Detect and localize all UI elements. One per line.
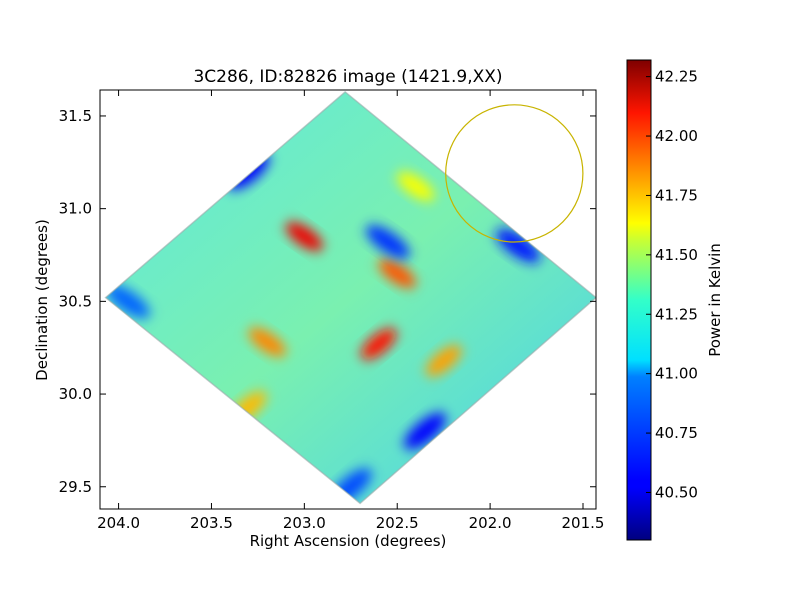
x-tick-label: 201.5 [562,514,605,532]
colorbar-gradient [626,59,652,541]
y-tick-label: 30.0 [59,385,92,403]
colorbar-tick-label: 41.75 [655,186,698,204]
x-tick-label: 203.0 [283,514,326,532]
plot-area: 204.0 203.5 203.0 202.5 202.0 201.5 29.5 30.0 3… [59,89,604,532]
plot-frame [99,89,597,510]
x-tick-label: 203.5 [190,514,233,532]
beam-circle [445,104,584,243]
hot-spot [397,171,435,202]
colorbar: 40.50 40.75 41.00 41.25 41.50 41.75 42.00 42.25… [626,59,724,541]
hot-spot [360,328,397,360]
cold-spot [495,228,541,263]
cold-spot [404,412,447,450]
colorbar-tick-label: 41.00 [655,365,698,383]
y-axis-ticks: 29.5 30.0 30.5 31.0 31.5 [59,107,596,496]
x-tick-label: 202.5 [376,514,419,532]
cold-spot [105,284,150,319]
colorbar-tick-label: 41.25 [655,305,698,323]
x-axis-ticks: 204.0 203.5 203.0 202.5 202.0 201.5 [97,90,604,532]
hot-spot [248,327,286,357]
colorbar-tick-label: 41.50 [655,246,698,264]
y-tick-label: 31.0 [59,200,92,218]
colorbar-ticks: 40.50 40.75 41.00 41.25 41.50 41.75 42.00 42.25 [646,68,698,501]
colorbar-tick-label: 42.25 [655,68,698,86]
x-tick-label: 202.0 [469,514,512,532]
colorbar-tick-label: 40.50 [655,483,698,501]
hot-spot [285,221,324,252]
x-tick-label: 204.0 [97,514,140,532]
hot-spot [378,258,416,289]
cold-spot [365,224,410,260]
hot-spot [425,344,462,377]
y-tick-label: 30.5 [59,292,92,310]
y-axis-label: Declination (degrees) [33,219,51,381]
chart-title: 3C286, ID:82826 image (1421.9,XX) [193,67,502,87]
colorbar-tick-label: 42.00 [655,127,698,145]
sky-map-outline [104,90,596,505]
y-tick-label: 29.5 [59,478,92,496]
y-tick-label: 31.5 [59,107,92,125]
x-axis-label: Right Ascension (degrees) [250,532,447,550]
colorbar-tick-label: 40.75 [655,424,698,442]
colorbar-label: Power in Kelvin [706,243,724,357]
